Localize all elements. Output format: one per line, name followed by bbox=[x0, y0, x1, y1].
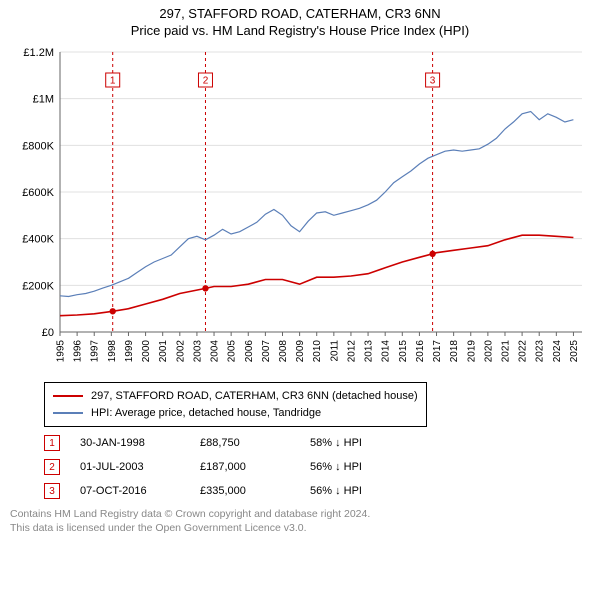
title-block: 297, STAFFORD ROAD, CATERHAM, CR3 6NN Pr… bbox=[0, 0, 600, 42]
y-tick-label: £1.2M bbox=[23, 47, 54, 59]
event-date: 07-OCT-2016 bbox=[80, 485, 180, 497]
y-tick-label: £400K bbox=[22, 234, 54, 246]
x-tick-label: 2018 bbox=[449, 340, 460, 363]
y-tick-label: £0 bbox=[42, 327, 54, 339]
chart-area: £0 £200K £400K £600K £800K £1M £1.2M 1995 1996 19… bbox=[10, 46, 590, 376]
x-tick-label: 2021 bbox=[500, 340, 511, 363]
x-tick-label: 2002 bbox=[175, 340, 186, 363]
x-tick-label: 1995 bbox=[56, 340, 67, 363]
x-tick-label: 2015 bbox=[398, 340, 409, 363]
x-tick-label: 2004 bbox=[210, 340, 221, 363]
title-line2: Price paid vs. HM Land Registry's House … bbox=[0, 23, 600, 38]
event-price: £335,000 bbox=[200, 485, 290, 497]
x-tick-label: 1997 bbox=[90, 340, 101, 363]
event-row: 3 07-OCT-2016 £335,000 56% ↓ HPI bbox=[44, 483, 590, 499]
x-tick-label: 2016 bbox=[415, 340, 426, 363]
x-tick-label: 2008 bbox=[278, 340, 289, 363]
y-tick-label: £800K bbox=[22, 140, 54, 152]
x-tick-label: 2019 bbox=[466, 340, 477, 363]
chart-svg: £0 £200K £400K £600K £800K £1M £1.2M 1995 1996 19… bbox=[10, 46, 590, 376]
event-number-box: 3 bbox=[44, 483, 60, 499]
x-tick-label: 2022 bbox=[518, 340, 529, 363]
event-hpi: 56% ↓ HPI bbox=[310, 461, 362, 473]
x-tick-label: 2025 bbox=[569, 340, 580, 363]
event-price: £187,000 bbox=[200, 461, 290, 473]
event-number-box: 2 bbox=[44, 459, 60, 475]
y-tick-label: £200K bbox=[22, 280, 54, 292]
sale-marker-number: 1 bbox=[110, 76, 116, 87]
footer: Contains HM Land Registry data © Crown c… bbox=[10, 507, 590, 535]
x-tick-label: 2010 bbox=[312, 340, 323, 363]
event-row: 1 30-JAN-1998 £88,750 58% ↓ HPI bbox=[44, 435, 590, 451]
x-tick-label: 2024 bbox=[552, 340, 563, 363]
x-tick-label: 2011 bbox=[329, 340, 340, 362]
events-table: 1 30-JAN-1998 £88,750 58% ↓ HPI 2 01-JUL-2003… bbox=[44, 435, 590, 499]
sale-marker-number: 3 bbox=[430, 76, 436, 87]
y-tick-label: £600K bbox=[22, 187, 54, 199]
sale-marker-dot bbox=[429, 251, 435, 257]
event-row: 2 01-JUL-2003 £187,000 56% ↓ HPI bbox=[44, 459, 590, 475]
event-price: £88,750 bbox=[200, 437, 290, 449]
legend-swatch bbox=[53, 395, 83, 397]
event-date: 01-JUL-2003 bbox=[80, 461, 180, 473]
sale-marker-number: 2 bbox=[203, 76, 209, 87]
x-tick-label: 2005 bbox=[227, 340, 238, 363]
legend-row: 297, STAFFORD ROAD, CATERHAM, CR3 6NN (d… bbox=[53, 388, 418, 405]
legend-swatch bbox=[53, 412, 83, 414]
x-tick-label: 2001 bbox=[158, 340, 169, 363]
x-tick-label: 2020 bbox=[483, 340, 494, 363]
x-tick-label: 2003 bbox=[192, 340, 203, 363]
sale-marker-dot bbox=[110, 308, 116, 314]
x-tick-label: 1998 bbox=[107, 340, 118, 363]
y-tick-label: £1M bbox=[33, 94, 54, 106]
footer-line1: Contains HM Land Registry data © Crown c… bbox=[10, 507, 590, 521]
x-tick-label: 2014 bbox=[381, 340, 392, 363]
title-line1: 297, STAFFORD ROAD, CATERHAM, CR3 6NN bbox=[0, 6, 600, 21]
x-tick-label: 1996 bbox=[73, 340, 84, 363]
sale-marker-dot bbox=[202, 285, 208, 291]
legend-label: HPI: Average price, detached house, Tand… bbox=[91, 405, 321, 422]
legend-label: 297, STAFFORD ROAD, CATERHAM, CR3 6NN (d… bbox=[91, 388, 418, 405]
x-tick-label: 2017 bbox=[432, 340, 443, 363]
footer-line2: This data is licensed under the Open Gov… bbox=[10, 521, 590, 535]
event-number-box: 1 bbox=[44, 435, 60, 451]
x-tick-label: 2023 bbox=[535, 340, 546, 363]
x-tick-label: 2009 bbox=[295, 340, 306, 363]
x-tick-label: 2007 bbox=[261, 340, 272, 363]
event-date: 30-JAN-1998 bbox=[80, 437, 180, 449]
legend-row: HPI: Average price, detached house, Tand… bbox=[53, 405, 418, 422]
x-tick-label: 2006 bbox=[244, 340, 255, 363]
x-tick-label: 2000 bbox=[141, 340, 152, 363]
chart-container: 297, STAFFORD ROAD, CATERHAM, CR3 6NN Pr… bbox=[0, 0, 600, 535]
legend: 297, STAFFORD ROAD, CATERHAM, CR3 6NN (d… bbox=[44, 382, 427, 427]
event-hpi: 58% ↓ HPI bbox=[310, 437, 362, 449]
event-hpi: 56% ↓ HPI bbox=[310, 485, 362, 497]
x-tick-label: 1999 bbox=[124, 340, 135, 363]
x-tick-label: 2012 bbox=[346, 340, 357, 363]
x-tick-label: 2013 bbox=[364, 340, 375, 363]
